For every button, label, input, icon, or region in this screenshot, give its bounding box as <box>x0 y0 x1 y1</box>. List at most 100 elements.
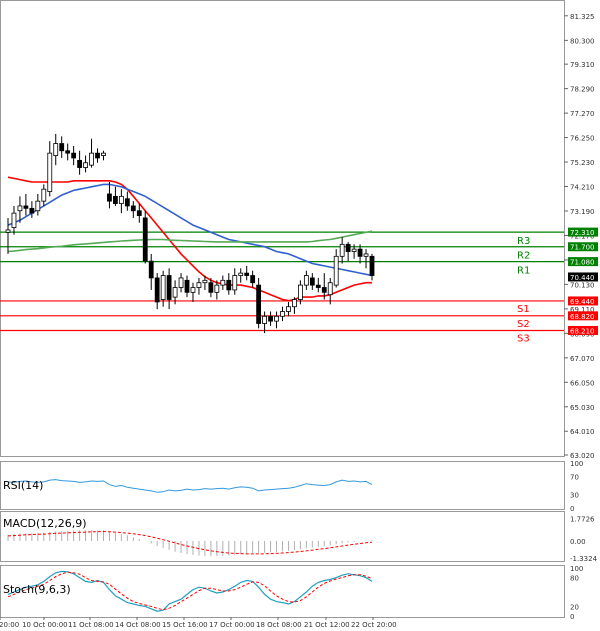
candle-41 <box>250 270 256 288</box>
time-tick-label-6: 18 Oct 08:00 <box>256 621 302 629</box>
macd-title: MACD(12,26,9) <box>3 517 87 530</box>
level-price-tag-4 <box>568 296 598 306</box>
candle-body-59 <box>357 248 363 257</box>
candle-42 <box>256 277 262 329</box>
candle-body-53 <box>321 287 327 293</box>
price-tick-label-8: 73.190 <box>570 208 595 216</box>
price-tick-label-15: 66.050 <box>570 379 595 387</box>
candle-body-5 <box>35 200 41 212</box>
level-name-r2: R2 <box>517 251 530 262</box>
price-tick-label-5: 76.250 <box>570 135 595 143</box>
candle-56 <box>339 237 345 264</box>
candle-body-49 <box>297 284 303 300</box>
candle-25 <box>154 273 160 310</box>
candle-body-11 <box>71 152 77 159</box>
candle-body-39 <box>238 272 244 276</box>
moving-average-0 <box>7 176 372 302</box>
candle-61 <box>369 253 375 281</box>
candle-57 <box>345 241 351 262</box>
level-name-s2: S2 <box>517 319 530 330</box>
rsi-tick-label-1: 70 <box>570 474 579 482</box>
candle-body-36 <box>220 279 226 286</box>
candle-body-4 <box>29 207 35 214</box>
time-tick-label-4: 15 Oct 16:00 <box>162 621 208 629</box>
moving-average-1 <box>7 183 373 277</box>
candle-7 <box>47 141 53 197</box>
candle-44 <box>268 311 273 326</box>
candle-49 <box>297 280 303 305</box>
candle-51 <box>309 273 315 290</box>
candle-body-16 <box>101 152 106 156</box>
candle-body-61 <box>369 255 375 276</box>
candle-39 <box>238 268 244 283</box>
level-price-label-3: 70.440 <box>570 274 595 282</box>
price-tick-label-17: 64.010 <box>570 428 595 436</box>
candle-9 <box>59 136 65 158</box>
candle-body-40 <box>244 272 250 276</box>
rsi-panel: 100 70 30 0 <box>7 460 583 513</box>
candle-31 <box>190 282 196 302</box>
level-price-label-4: 69.440 <box>570 298 595 306</box>
candle-body-41 <box>250 275 256 284</box>
candle-34 <box>208 277 214 298</box>
candle-body-17 <box>107 193 112 202</box>
candle-8 <box>53 133 59 166</box>
stoch-tick-label-1: 80 <box>570 575 579 583</box>
time-tick-label-3: 14 Oct 08:00 <box>115 621 161 629</box>
level-price-label-6: 68.210 <box>570 327 595 335</box>
candle-body-48 <box>292 299 297 308</box>
candle-body-3 <box>23 205 29 209</box>
macd-signal-line <box>7 530 373 555</box>
candle-59 <box>357 244 363 264</box>
price-tick-label-11: 70.130 <box>570 281 595 289</box>
price-tick-label-12: 69.110 <box>570 306 595 314</box>
price-tick-label-14: 67.070 <box>570 355 595 363</box>
candle-35 <box>214 280 220 300</box>
level-price-tag-3 <box>568 272 598 282</box>
candle-33 <box>202 275 208 290</box>
candle-52 <box>315 277 321 293</box>
candle-body-8 <box>53 143 59 156</box>
stoch-tick-label-3: 0 <box>570 613 574 621</box>
candle-36 <box>220 275 226 290</box>
price-tick-label-4: 77.270 <box>570 110 595 118</box>
candle-28 <box>172 280 178 305</box>
candle-body-2 <box>17 205 23 212</box>
candle-body-47 <box>286 306 291 312</box>
candle-body-12 <box>77 159 83 168</box>
candle-14 <box>89 138 94 168</box>
rsi-tick-label-3: 0 <box>570 505 574 513</box>
level-name-r1: R1 <box>517 266 530 277</box>
candle-13 <box>83 155 88 173</box>
candle-body-30 <box>184 279 190 293</box>
stoch-panel: 100 80 20 0 <box>7 565 583 621</box>
candle-1 <box>11 205 17 235</box>
candle-23 <box>142 210 148 264</box>
price-tick-label-18: 63.020 <box>570 452 595 460</box>
level-name-r3: R3 <box>517 236 530 247</box>
candle-body-13 <box>83 162 88 168</box>
candle-body-22 <box>136 210 142 216</box>
candle-body-60 <box>363 253 369 257</box>
time-tick-label-1: 10 Oct 00:00 <box>22 621 68 629</box>
candle-17 <box>107 181 112 209</box>
candle-53 <box>321 273 327 300</box>
rsi-title: RSI(14) <box>3 479 43 492</box>
candle-body-25 <box>154 277 160 303</box>
stoch-tick-label-0: 100 <box>570 565 583 573</box>
candle-37 <box>226 273 232 295</box>
level-price-tag-2 <box>568 257 598 267</box>
candle-body-14 <box>89 152 94 166</box>
candle-body-9 <box>59 143 65 152</box>
candle-body-43 <box>262 315 267 324</box>
candle-body-27 <box>166 275 172 300</box>
candle-60 <box>363 249 369 269</box>
candle-body-19 <box>118 195 124 204</box>
candlesticks <box>5 133 375 334</box>
candle-body-34 <box>208 282 214 293</box>
candle-body-26 <box>160 275 166 300</box>
candle-54 <box>327 277 333 305</box>
candle-48 <box>292 297 297 314</box>
candle-46 <box>280 306 285 322</box>
macd-tick-label-2: -1.3324 <box>570 555 598 563</box>
